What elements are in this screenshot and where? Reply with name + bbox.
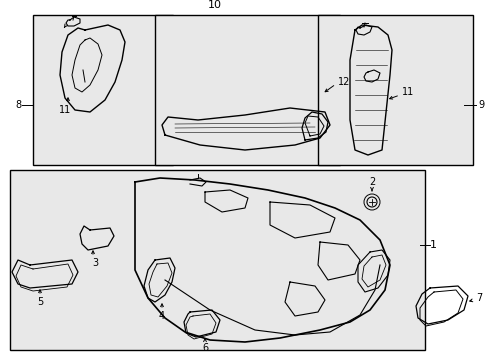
Text: 2: 2	[368, 177, 374, 187]
Text: 6: 6	[202, 343, 207, 353]
Bar	[155, 15, 339, 165]
Text: 1: 1	[428, 240, 436, 250]
Text: 10: 10	[207, 0, 222, 10]
Text: 11: 11	[401, 87, 413, 97]
Text: 4: 4	[159, 311, 165, 321]
Bar	[33, 15, 173, 165]
Text: 3: 3	[92, 258, 98, 268]
Text: 7: 7	[475, 293, 481, 303]
Text: 11: 11	[59, 105, 71, 115]
Text: 12: 12	[337, 77, 350, 87]
Bar	[317, 15, 472, 165]
Text: 9: 9	[477, 100, 483, 110]
Bar	[10, 170, 424, 350]
Text: 5: 5	[37, 297, 43, 307]
Text: 8: 8	[15, 100, 21, 110]
